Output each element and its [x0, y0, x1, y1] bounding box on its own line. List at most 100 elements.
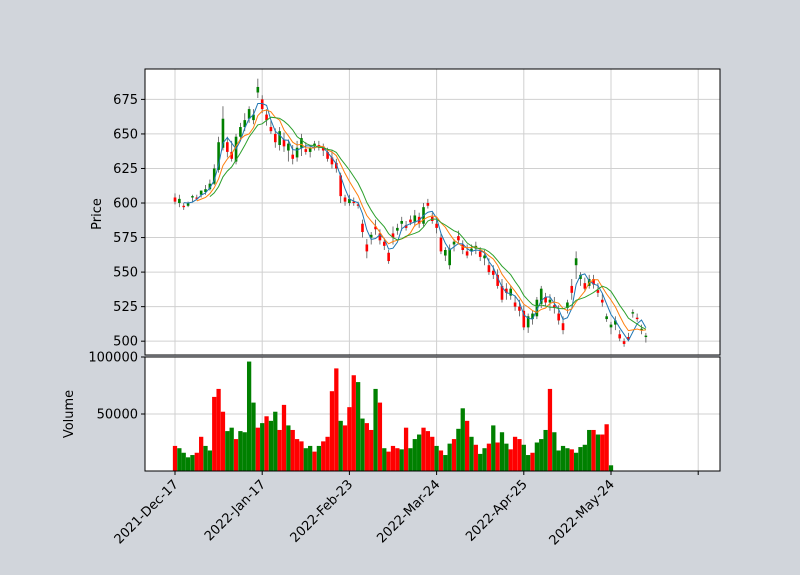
candle-body [221, 118, 225, 148]
x-tick-label: 2022-May-24 [547, 477, 618, 548]
candle-body [600, 299, 604, 303]
volume-bar [207, 450, 213, 471]
volume-bar [190, 455, 195, 471]
volume-bar [290, 429, 295, 471]
volume-bar [338, 420, 343, 471]
volume-bar [421, 427, 426, 471]
volume-bar [569, 449, 574, 471]
candle-body [313, 143, 316, 147]
volume-bar [181, 452, 186, 471]
candle-body [369, 234, 373, 238]
candle-body [256, 86, 260, 93]
candle-body [574, 258, 578, 266]
x-tick-label: 2021-Dec-17 [112, 477, 182, 547]
volume-bar [264, 416, 269, 471]
candle-body [212, 168, 216, 184]
candle-body [439, 237, 443, 252]
volume-bar [543, 429, 548, 471]
candle-body [635, 317, 639, 320]
candle-body [252, 114, 255, 121]
candle-body [539, 288, 543, 304]
volume-bar [238, 431, 243, 471]
candle-body [391, 233, 395, 238]
candle-body [382, 241, 386, 246]
candle-body [413, 215, 417, 223]
volume-bar [456, 428, 461, 471]
candle-body [631, 312, 635, 314]
candle-body [182, 205, 186, 208]
candle-body [199, 190, 203, 195]
candle-body [348, 198, 351, 204]
candle-body [618, 334, 622, 339]
price-tick-label: 600 [113, 197, 138, 212]
volume-bar [334, 368, 339, 471]
candle-body [557, 313, 560, 321]
candle-body [326, 151, 329, 159]
candle-body [644, 335, 648, 338]
volume-bar [517, 439, 522, 471]
volume-bar [412, 439, 417, 471]
volume-bar [469, 436, 474, 471]
volume-y-ticks: 50000 100000 [88, 351, 145, 423]
candle-body [278, 131, 281, 145]
candle-body [478, 251, 482, 257]
candle-body [531, 313, 534, 320]
candle-body [387, 252, 390, 262]
price-tick-label: 500 [113, 335, 138, 350]
volume-bar [534, 442, 540, 471]
candle-body [178, 198, 181, 204]
candle-body [592, 279, 595, 285]
volume-bar [303, 448, 308, 471]
volume-bar [377, 402, 383, 471]
candle-body [448, 248, 451, 266]
volume-bar [495, 442, 500, 471]
volume-bar [177, 448, 182, 471]
volume-bar [268, 420, 274, 471]
volume-bar [408, 448, 413, 471]
candle-body [457, 236, 460, 241]
volume-bar [382, 448, 387, 471]
candle-body [583, 283, 587, 289]
volume-bar [499, 432, 505, 471]
volume-bar [399, 449, 404, 471]
volume-bar [321, 441, 326, 471]
volume-bar [347, 407, 352, 471]
candle-body [522, 310, 526, 328]
candle-body [570, 285, 574, 293]
volume-bar [464, 420, 470, 471]
moving-average-line [196, 109, 646, 332]
volume-bars [172, 361, 614, 471]
volume-bar [225, 431, 230, 471]
candle-body [308, 147, 312, 152]
volume-bar [430, 436, 435, 471]
x-ticks: 2021-Dec-17 2022-Jan-17 2022-Feb-23 2022-Ma… [112, 471, 699, 548]
volume-bar [325, 436, 330, 471]
volume-bar [395, 448, 400, 471]
volume-bar [478, 453, 483, 471]
x-tick-label: 2022-Jan-17 [202, 477, 269, 544]
candle-body [243, 120, 247, 128]
volume-bar [587, 429, 592, 471]
candle-body [260, 99, 264, 110]
price-tick-label: 675 [113, 93, 138, 108]
candle-body [505, 288, 508, 293]
volume-bar [591, 429, 596, 471]
candle-body [361, 223, 364, 233]
volume-bar [473, 444, 478, 471]
volume-bar [260, 423, 265, 471]
volume-bar [185, 457, 191, 471]
volume-bar [604, 424, 609, 471]
volume-bar [369, 429, 374, 471]
volume-bar [199, 436, 204, 471]
candle-body [239, 127, 242, 137]
candle-body [544, 296, 547, 303]
candle-body [365, 244, 369, 252]
volume-bar [277, 429, 282, 471]
candle-body [548, 299, 552, 303]
candle-body [444, 249, 447, 256]
candle-body [374, 226, 377, 230]
candle-body [287, 143, 290, 151]
candle-body [304, 149, 308, 152]
volume-bar [216, 388, 221, 471]
volume-bar [229, 427, 234, 471]
